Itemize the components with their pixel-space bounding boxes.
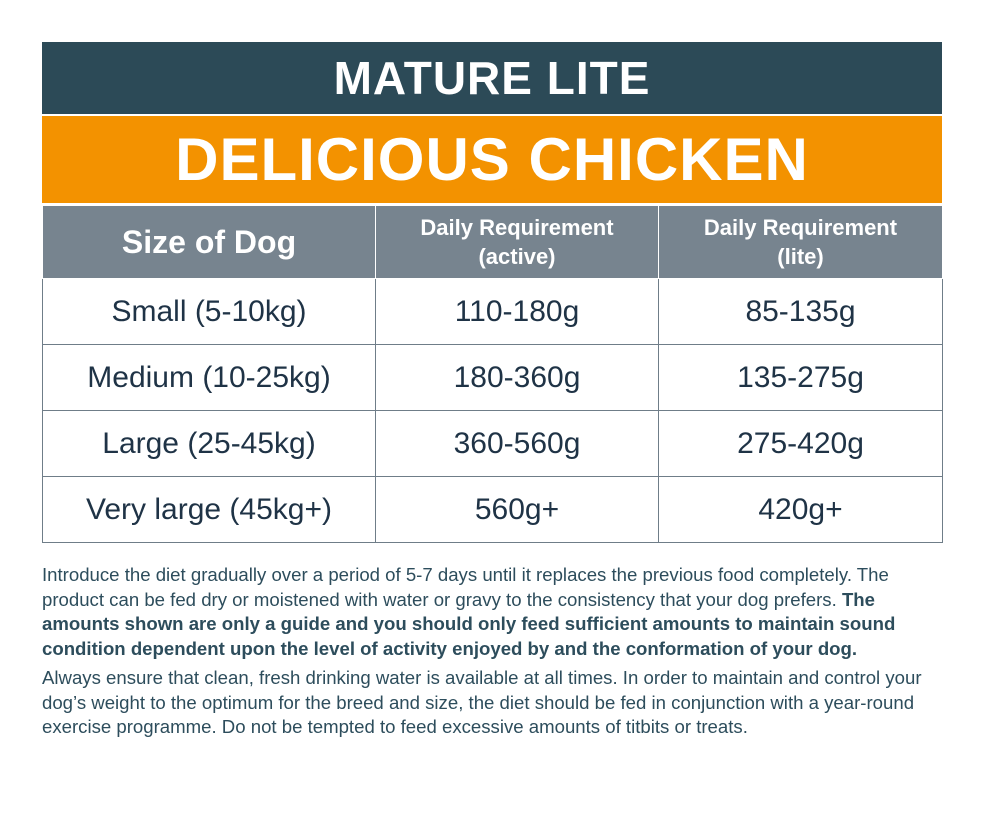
note-paragraph-1: Introduce the diet gradually over a peri… [42,563,947,661]
header-active: Daily Requirement (active) [375,205,659,279]
table-row: Small (5-10kg) 110-180g 85-135g [42,278,943,345]
lite-cell: 85-135g [658,278,943,345]
active-cell: 560g+ [375,476,659,543]
header-size: Size of Dog [42,205,376,279]
product-title: MATURE LITE [42,42,942,114]
active-cell: 110-180g [375,278,659,345]
feeding-guide: MATURE LITE DELICIOUS CHICKEN Size of Do… [42,42,943,543]
feeding-notes: Introduce the diet gradually over a peri… [42,563,947,745]
note-paragraph-2: Always ensure that clean, fresh drinking… [42,667,922,737]
feeding-table: Size of Dog Daily Requirement (active) D… [42,205,943,543]
table-row: Very large (45kg+) 560g+ 420g+ [42,476,943,543]
size-cell: Large (25-45kg) [42,410,376,477]
active-cell: 180-360g [375,344,659,411]
lite-cell: 275-420g [658,410,943,477]
size-cell: Small (5-10kg) [42,278,376,345]
lite-cell: 420g+ [658,476,943,543]
table-row: Medium (10-25kg) 180-360g 135-275g [42,344,943,411]
table-header-row: Size of Dog Daily Requirement (active) D… [42,205,943,279]
table-row: Large (25-45kg) 360-560g 275-420g [42,410,943,477]
size-cell: Medium (10-25kg) [42,344,376,411]
note-text: Introduce the diet gradually over a peri… [42,564,889,610]
flavour-title: DELICIOUS CHICKEN [42,116,942,203]
note-bold-text: The amounts shown are only a guide and y… [42,588,896,659]
size-cell: Very large (45kg+) [42,476,376,543]
header-lite: Daily Requirement (lite) [658,205,943,279]
lite-cell: 135-275g [658,344,943,411]
active-cell: 360-560g [375,410,659,477]
